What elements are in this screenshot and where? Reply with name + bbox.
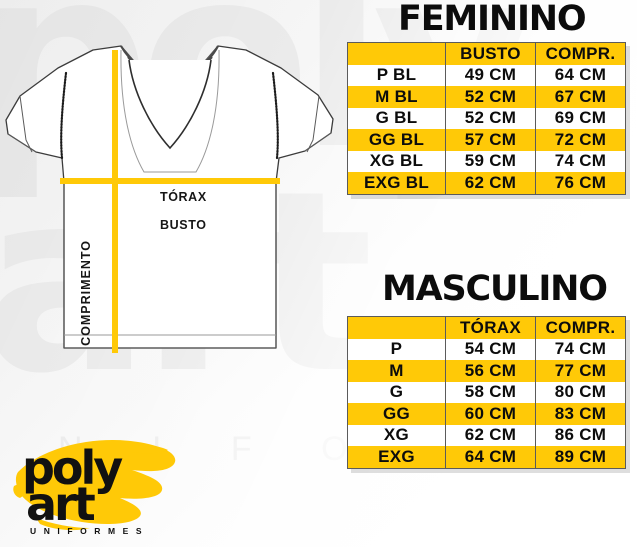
table-row: G 58 CM 80 CM [347,381,626,403]
cell-size: G [347,381,446,403]
cell-torax: 64 CM [445,446,536,468]
header-cell-size [347,42,446,65]
table-title-feminino: FEMININO [398,0,587,39]
cell-compr: 80 CM [535,381,626,403]
cell-busto: 52 CM [445,86,536,108]
cell-size: M BL [347,86,446,108]
table-row: P BL 49 CM 64 CM [347,64,626,86]
cell-torax: 60 CM [445,403,536,425]
table-row: EXG 64 CM 89 CM [347,446,626,468]
size-table-masculino: TÓRAX COMPR. P 54 CM 74 CM M 56 CM 77 CM… [347,316,626,469]
cell-size: EXG [347,446,446,468]
cell-compr: 74 CM [535,338,626,360]
cell-compr: 83 CM [535,403,626,425]
cell-size: M [347,360,446,382]
cell-torax: 56 CM [445,360,536,382]
cell-size: GG [347,403,446,425]
cell-size: P BL [347,64,446,86]
table-title-masculino: MASCULINO [382,269,608,309]
header-cell-size [347,316,446,339]
table-row: EXG BL 62 CM 76 CM [347,172,626,194]
cell-compr: 67 CM [535,86,626,108]
cell-size: GG BL [347,129,446,151]
brand-logo: poly art U N I F O R M E S [12,428,192,540]
table-row: XG BL 59 CM 74 CM [347,150,626,172]
svg-text:poly: poly [22,441,123,495]
header-cell-compr: COMPR. [535,42,626,65]
header-cell-compr: COMPR. [535,316,626,339]
cell-busto: 57 CM [445,129,536,151]
cell-compr: 77 CM [535,360,626,382]
label-torax: TÓRAX [160,190,207,204]
label-comprimento: COMPRIMENTO [79,240,93,346]
table-header-row: TÓRAX COMPR. [347,316,626,339]
svg-text:art: art [26,477,95,531]
cell-compr: 74 CM [535,150,626,172]
table-row: P 54 CM 74 CM [347,338,626,360]
cell-size: EXG BL [347,172,446,194]
cell-torax: 58 CM [445,381,536,403]
table-row: GG BL 57 CM 72 CM [347,129,626,151]
cell-compr: 76 CM [535,172,626,194]
table-row: M 56 CM 77 CM [347,360,626,382]
cell-size: P [347,338,446,360]
table-row: XG 62 CM 86 CM [347,424,626,446]
cell-torax: 62 CM [445,424,536,446]
cell-compr: 72 CM [535,129,626,151]
logo-brush-stroke [13,440,176,531]
cell-size: XG [347,424,446,446]
cell-compr: 89 CM [535,446,626,468]
cell-busto: 49 CM [445,64,536,86]
table-row: M BL 52 CM 67 CM [347,86,626,108]
logo-tagline: U N I F O R M E S [30,526,144,536]
cell-busto: 59 CM [445,150,536,172]
table-header-row: BUSTO COMPR. [347,42,626,65]
cell-compr: 69 CM [535,107,626,129]
header-cell-torax: TÓRAX [445,316,536,339]
header-cell-busto: BUSTO [445,42,536,65]
table-row: GG 60 CM 83 CM [347,403,626,425]
tshirt-outline [5,45,334,349]
cell-compr: 86 CM [535,424,626,446]
cell-torax: 54 CM [445,338,536,360]
logo-wordmark: poly art [22,441,126,531]
cell-busto: 62 CM [445,172,536,194]
table-row: G BL 52 CM 69 CM [347,107,626,129]
tshirt-measurement-diagram: TÓRAX BUSTO COMPRIMENTO [0,30,340,355]
label-busto: BUSTO [160,218,207,232]
measurement-guide-lines [60,50,280,353]
cell-size: XG BL [347,150,446,172]
cell-size: G BL [347,107,446,129]
cell-busto: 52 CM [445,107,536,129]
cell-compr: 64 CM [535,64,626,86]
size-table-feminino: BUSTO COMPR. P BL 49 CM 64 CM M BL 52 CM… [347,42,626,195]
